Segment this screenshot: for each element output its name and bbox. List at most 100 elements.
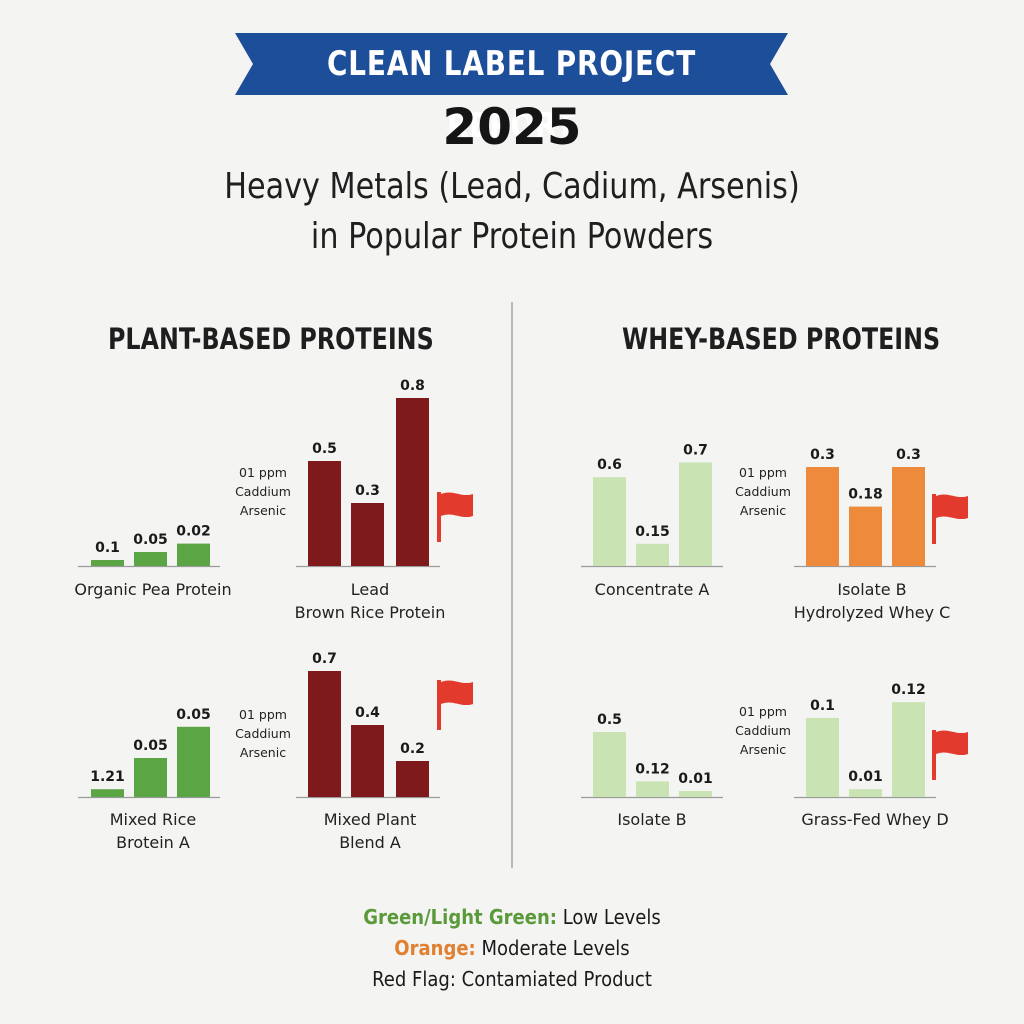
data-label: 0.01	[678, 771, 713, 787]
bar	[593, 477, 626, 566]
bar	[679, 462, 712, 566]
chart-caption-line: Lead	[350, 580, 390, 599]
metal-side-label: 01 ppm Caddium Arsenic	[223, 705, 303, 762]
data-label: 0.3	[355, 483, 380, 499]
chart-caption-line: Brown Rice Protein	[294, 603, 446, 622]
data-label: 0.4	[355, 705, 380, 721]
metal-side-label: 01 ppm Caddium Arsenic	[723, 702, 803, 759]
subtitle-line-2: in Popular Protein Powders	[310, 216, 714, 257]
subtitle-line-1: Heavy Metals (Lead, Cadium, Arsenis)	[224, 166, 800, 207]
legend-low-key: Green/Light Green:	[363, 905, 557, 929]
banner-ribbon	[235, 33, 788, 95]
bar	[396, 398, 429, 566]
legend-moderate-text: Moderate Levels	[481, 936, 630, 960]
data-label: 0.3	[810, 447, 835, 463]
chart-caption-line: Isolate B	[837, 580, 907, 599]
data-label: 0.05	[176, 707, 211, 723]
whey-section-title: WHEY-BASED PROTEINS	[622, 322, 941, 356]
bar	[892, 467, 925, 566]
bar	[351, 503, 384, 566]
legend-moderate-key: Orange:	[394, 936, 476, 960]
bar	[308, 461, 341, 566]
plant-section-title: PLANT-BASED PROTEINS	[108, 322, 434, 356]
data-label: 0.1	[810, 698, 835, 714]
bar	[892, 702, 925, 797]
metal-side-label: 01 ppm Caddium Arsenic	[223, 463, 303, 520]
bar	[636, 781, 669, 797]
bar	[91, 560, 124, 566]
data-label: 0.05	[133, 532, 168, 548]
bar	[308, 671, 341, 797]
report-year: 2025	[442, 98, 582, 156]
red-flag-icon	[437, 492, 473, 542]
data-label: 0.02	[176, 524, 211, 540]
chart-caption-line: Isolate B	[617, 810, 687, 829]
data-label: 0.7	[312, 651, 337, 667]
legend-flag-text: Red Flag: Contamiated Product	[372, 967, 652, 991]
data-label: 0.5	[312, 441, 337, 457]
bar	[679, 791, 712, 797]
chart-caption-line: Brotein A	[116, 833, 190, 852]
chart-caption: Mixed Rice Brotein A	[53, 808, 253, 854]
bar	[351, 725, 384, 797]
legend-low: Green/Light Green: Low Levels	[51, 902, 973, 933]
data-label: 1.21	[90, 769, 125, 785]
metal-side-label-line: Caddium	[235, 726, 291, 741]
data-label: 0.3	[896, 447, 921, 463]
chart-caption: Concentrate A	[552, 578, 752, 601]
bar	[636, 543, 669, 566]
legend: Green/Light Green: Low Levels Orange: Mo…	[51, 902, 973, 995]
chart-caption: Isolate B Hydrolyzed Whey C	[772, 578, 972, 624]
chart-caption: Isolate B	[552, 808, 752, 831]
metal-side-label-line: Caddium	[735, 484, 791, 499]
chart-caption: Lead Brown Rice Protein	[270, 578, 470, 624]
chart-caption-line: Grass-Fed Whey D	[801, 810, 949, 829]
chart-caption: Mixed Plant Blend A	[270, 808, 470, 854]
bar	[806, 467, 839, 566]
bar	[849, 506, 882, 566]
bar	[806, 718, 839, 797]
title-banner: CLEAN LABEL PROJECT REPORT	[235, 33, 788, 146]
data-label: 0.01	[848, 769, 883, 785]
bar	[177, 726, 210, 797]
chart-caption: Organic Pea Protein	[53, 578, 253, 601]
bar	[134, 758, 167, 797]
chart-caption-line: Organic Pea Protein	[74, 580, 232, 599]
metal-side-label-line: Arsenic	[739, 742, 787, 757]
bar	[593, 732, 626, 797]
bar	[396, 761, 429, 797]
data-label: 0.5	[597, 712, 622, 728]
bar	[91, 789, 124, 797]
metal-side-label-line: 01 ppm	[739, 704, 787, 719]
metal-side-label-line: 01 ppm	[739, 465, 787, 480]
data-label: 0.1	[95, 540, 120, 556]
bar	[177, 543, 210, 566]
data-label: 0.6	[597, 457, 622, 473]
red-flag-icon	[932, 730, 968, 780]
data-label: 0.12	[891, 682, 926, 698]
metal-side-label-line: Arsenic	[239, 745, 287, 760]
data-label: 0.05	[133, 738, 168, 754]
data-label: 0.15	[635, 524, 670, 540]
data-label: 0.2	[400, 741, 425, 757]
section-divider	[511, 302, 513, 868]
metal-side-label-line: Arsenic	[739, 503, 787, 518]
metal-side-label: 01 ppm Caddium Arsenic	[723, 463, 803, 520]
chart-caption: Grass-Fed Whey D	[775, 808, 975, 831]
red-flag-icon	[437, 680, 473, 730]
data-label: 0.12	[635, 761, 670, 777]
legend-low-text: Low Levels	[562, 905, 661, 929]
data-label: 0.18	[848, 487, 883, 503]
legend-moderate: Orange: Moderate Levels	[51, 933, 973, 964]
data-label: 0.8	[400, 378, 425, 394]
red-flag-icon	[932, 494, 968, 544]
bar	[134, 552, 167, 566]
banner-title: CLEAN LABEL PROJECT REPORT	[326, 44, 697, 146]
chart-caption-line: Blend A	[339, 833, 401, 852]
chart-caption-line: Mixed Rice	[109, 810, 197, 829]
metal-side-label-line: 01 ppm	[239, 465, 287, 480]
metal-side-label-line: 01 ppm	[239, 707, 287, 722]
metal-side-label-line: Caddium	[235, 484, 291, 499]
chart-caption-line: Hydrolyzed Whey C	[793, 603, 951, 622]
